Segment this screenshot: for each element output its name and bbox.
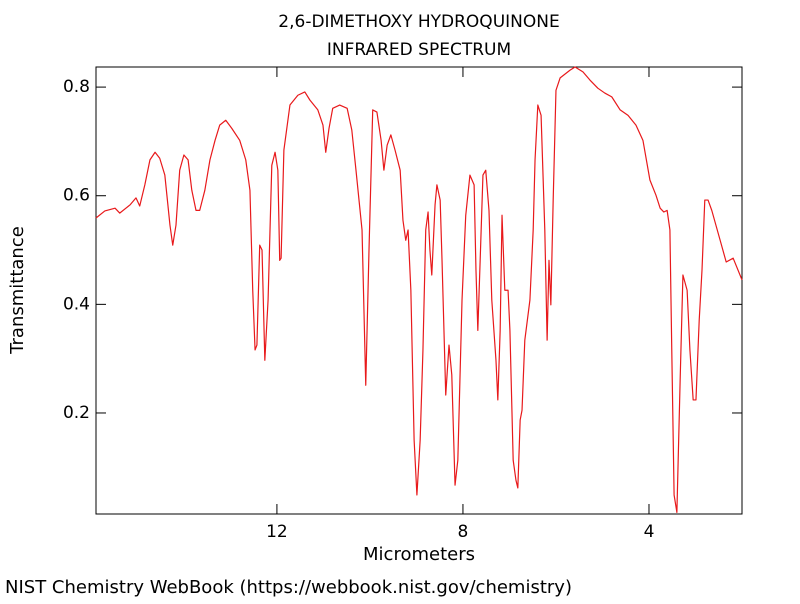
x-tick-label: 4	[644, 522, 655, 542]
chart-title: 2,6-DIMETHOXY HYDROQUINONE	[278, 12, 559, 32]
y-axis-label: Transmittance	[7, 226, 28, 355]
plot-frame	[95, 66, 743, 515]
y-tick-label: 0.8	[63, 77, 90, 97]
chart-subtitle: INFRARED SPECTRUM	[327, 40, 511, 60]
x-axis-label: Micrometers	[363, 544, 475, 565]
x-tick-label: 8	[458, 522, 469, 542]
y-tick-label: 0.2	[63, 403, 90, 423]
spectrum-line	[95, 66, 743, 513]
x-tick-label: 12	[266, 522, 288, 542]
y-tick-label: 0.4	[63, 294, 90, 314]
source-note: NIST Chemistry WebBook (https://webbook.…	[5, 577, 572, 598]
y-tick-label: 0.6	[63, 186, 90, 206]
